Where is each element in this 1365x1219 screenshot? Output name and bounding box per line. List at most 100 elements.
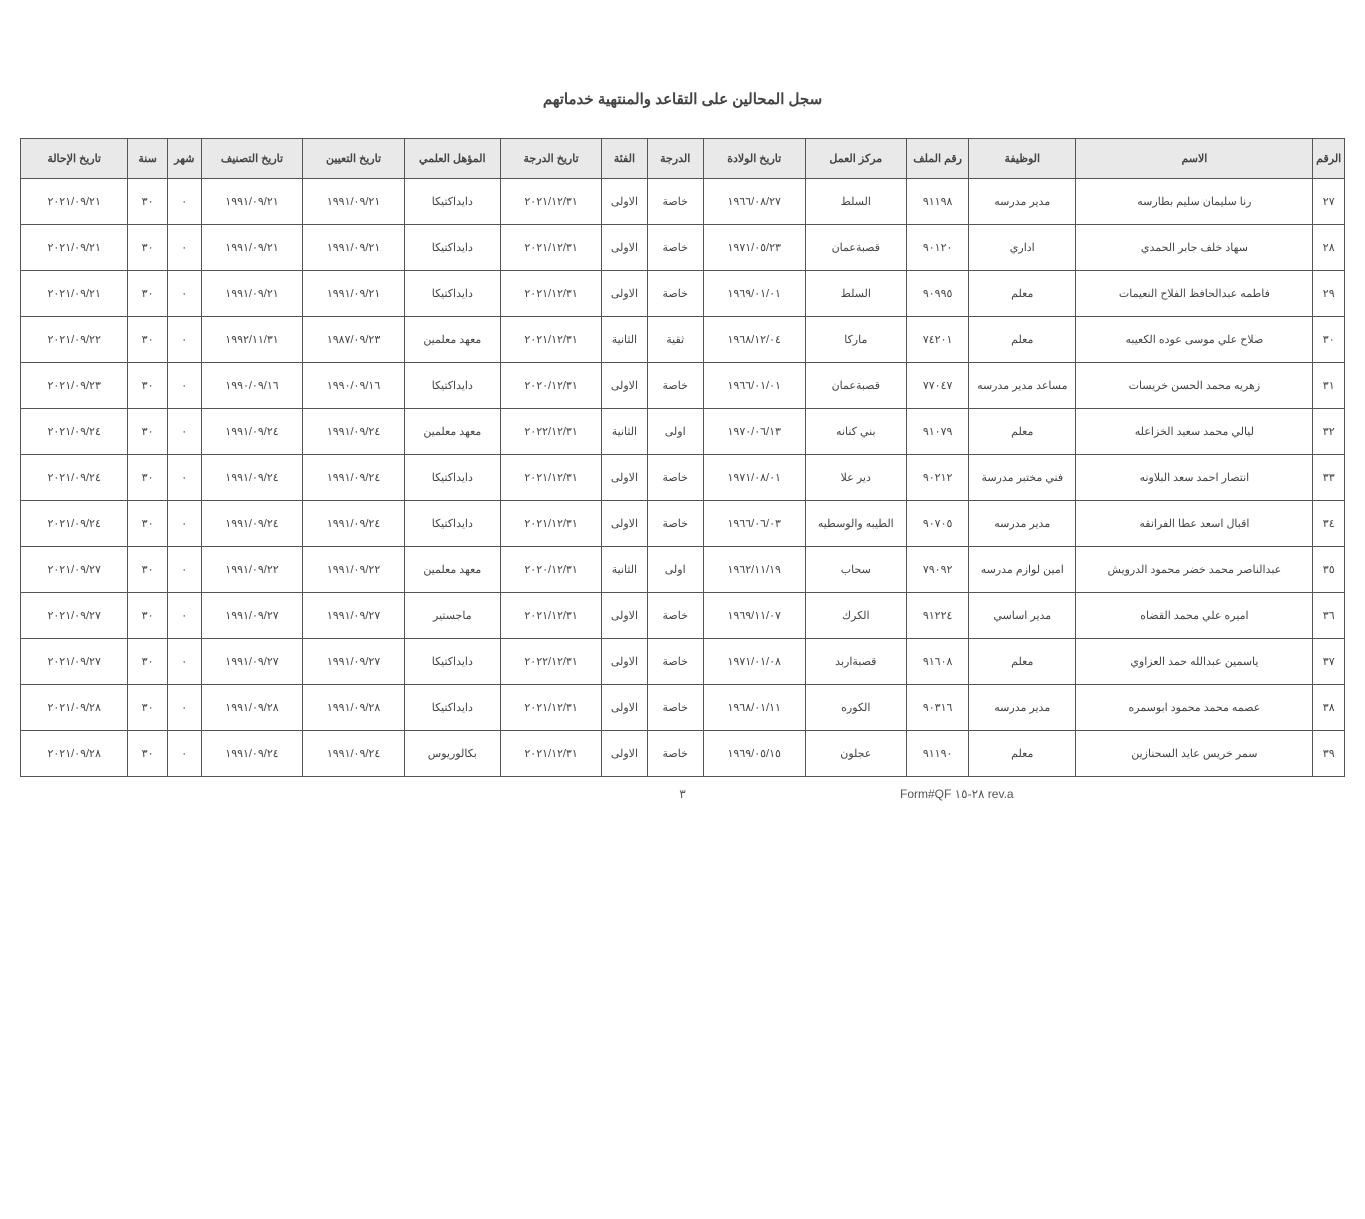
cell-center: الكرك bbox=[805, 593, 907, 639]
cell-ref: ٢٠٢١/٠٩/٢٤ bbox=[21, 409, 128, 455]
cell-ref: ٢٠٢١/٠٩/٢١ bbox=[21, 271, 128, 317]
cell-center: عجلون bbox=[805, 731, 907, 777]
table-row: ٣٣انتصار احمد سعد البلاونهفني مختبر مدرس… bbox=[21, 455, 1345, 501]
cell-class: ١٩٩١/٠٩/٢٤ bbox=[201, 409, 303, 455]
cell-raise: ٢٠٢١/١٢/٣١ bbox=[500, 225, 602, 271]
employees-table: الرقم الاسم الوظيفة رقم الملف مركز العمل… bbox=[20, 138, 1345, 777]
table-header-row: الرقم الاسم الوظيفة رقم الملف مركز العمل… bbox=[21, 139, 1345, 179]
cell-job: معلم bbox=[969, 271, 1076, 317]
cell-job: فني مختبر مدرسة bbox=[969, 455, 1076, 501]
cell-center: السلط bbox=[805, 271, 907, 317]
cell-appt: ١٩٨٧/٠٩/٢٣ bbox=[303, 317, 405, 363]
cell-job: معلم bbox=[969, 639, 1076, 685]
cell-n: ٣٣ bbox=[1313, 455, 1345, 501]
cell-raise: ٢٠٢١/١٢/٣١ bbox=[500, 685, 602, 731]
cell-class: ١٩٩١/٠٩/٢١ bbox=[201, 179, 303, 225]
cell-cat: الاولى bbox=[602, 593, 647, 639]
cell-name: فاطمه عبدالحافظ الفلاح النعيمات bbox=[1076, 271, 1313, 317]
cell-grade: خاصة bbox=[647, 685, 703, 731]
cell-center: السلط bbox=[805, 179, 907, 225]
cell-grade: خاصة bbox=[647, 363, 703, 409]
cell-raise: ٢٠٢١/١٢/٣١ bbox=[500, 317, 602, 363]
cell-center: ماركا bbox=[805, 317, 907, 363]
cell-file: ٩٠٩٩٥ bbox=[907, 271, 969, 317]
table-row: ٢٧رنا سليمان سليم بطارسهمدير مدرسه٩١١٩٨ا… bbox=[21, 179, 1345, 225]
cell-y: ٣٠ bbox=[128, 179, 168, 225]
cell-ref: ٢٠٢١/٠٩/٢٨ bbox=[21, 685, 128, 731]
cell-job: معلم bbox=[969, 317, 1076, 363]
cell-class: ١٩٩٠/٠٩/١٦ bbox=[201, 363, 303, 409]
table-row: ٣٤اقبال اسعد عطا الفرانقهمدير مدرسه٩٠٧٠٥… bbox=[21, 501, 1345, 547]
col-month: شهر bbox=[167, 139, 201, 179]
cell-job: مدير اساسي bbox=[969, 593, 1076, 639]
cell-m: ٠ bbox=[167, 179, 201, 225]
cell-appt: ١٩٩٠/٠٩/١٦ bbox=[303, 363, 405, 409]
cell-qual: دايداكتيكا bbox=[404, 179, 500, 225]
cell-job: معلم bbox=[969, 731, 1076, 777]
table-row: ٣٨عصمه محمد محمود ابوسمرهمدير مدرسه٩٠٣١٦… bbox=[21, 685, 1345, 731]
cell-file: ٩٠٧٠٥ bbox=[907, 501, 969, 547]
cell-m: ٠ bbox=[167, 731, 201, 777]
cell-ref: ٢٠٢١/٠٩/٢٢ bbox=[21, 317, 128, 363]
cell-m: ٠ bbox=[167, 685, 201, 731]
cell-file: ٩١١٩٨ bbox=[907, 179, 969, 225]
cell-qual: معهد معلمين bbox=[404, 317, 500, 363]
col-grade: الدرجة bbox=[647, 139, 703, 179]
cell-appt: ١٩٩١/٠٩/٢٤ bbox=[303, 409, 405, 455]
cell-qual: دايداكتيكا bbox=[404, 685, 500, 731]
cell-y: ٣٠ bbox=[128, 317, 168, 363]
table-row: ٣٥عبدالناصر محمد خضر محمود الدرويشامين ل… bbox=[21, 547, 1345, 593]
cell-center: بني كنانه bbox=[805, 409, 907, 455]
table-body: ٢٧رنا سليمان سليم بطارسهمدير مدرسه٩١١٩٨ا… bbox=[21, 179, 1345, 777]
col-job: الوظيفة bbox=[969, 139, 1076, 179]
cell-grade: اولى bbox=[647, 409, 703, 455]
cell-raise: ٢٠٢٢/١٢/٣١ bbox=[500, 639, 602, 685]
cell-birth: ١٩٧١/٠٥/٢٣ bbox=[703, 225, 805, 271]
table-row: ٣٩سمر خريس عايد السحنازينمعلم٩١١٩٠عجلون١… bbox=[21, 731, 1345, 777]
cell-birth: ١٩٧١/٠٨/٠١ bbox=[703, 455, 805, 501]
cell-m: ٠ bbox=[167, 455, 201, 501]
cell-n: ٣٢ bbox=[1313, 409, 1345, 455]
cell-name: سهاد خلف جابر الحمدي bbox=[1076, 225, 1313, 271]
cell-raise: ٢٠٢١/١٢/٣١ bbox=[500, 455, 602, 501]
col-name: الاسم bbox=[1076, 139, 1313, 179]
cell-class: ١٩٩١/٠٩/٢١ bbox=[201, 225, 303, 271]
cell-file: ٩١٢٢٤ bbox=[907, 593, 969, 639]
cell-m: ٠ bbox=[167, 547, 201, 593]
cell-birth: ١٩٦٦/٠٨/٢٧ bbox=[703, 179, 805, 225]
cell-qual: دايداكتيكا bbox=[404, 455, 500, 501]
table-row: ٣٢ليالي محمد سعيد الخزاعلهمعلم٩١٠٧٩بني ك… bbox=[21, 409, 1345, 455]
cell-class: ١٩٩١/٠٩/٢١ bbox=[201, 271, 303, 317]
cell-name: ليالي محمد سعيد الخزاعله bbox=[1076, 409, 1313, 455]
cell-n: ٣٩ bbox=[1313, 731, 1345, 777]
cell-class: ١٩٩١/٠٩/٢٧ bbox=[201, 639, 303, 685]
cell-file: ٧٤٢٠١ bbox=[907, 317, 969, 363]
col-year: سنة bbox=[128, 139, 168, 179]
col-raise: تاريخ الدرجة bbox=[500, 139, 602, 179]
cell-birth: ١٩٦٩/٠١/٠١ bbox=[703, 271, 805, 317]
cell-job: مدير مدرسه bbox=[969, 179, 1076, 225]
cell-job: امين لوازم مدرسه bbox=[969, 547, 1076, 593]
cell-y: ٣٠ bbox=[128, 547, 168, 593]
col-appoint: تاريخ التعيين bbox=[303, 139, 405, 179]
cell-cat: الثانية bbox=[602, 317, 647, 363]
cell-name: رنا سليمان سليم بطارسه bbox=[1076, 179, 1313, 225]
cell-job: مدير مدرسه bbox=[969, 685, 1076, 731]
col-center: مركز العمل bbox=[805, 139, 907, 179]
cell-raise: ٢٠٢٢/١٢/٣١ bbox=[500, 409, 602, 455]
cell-center: قصبةعمان bbox=[805, 225, 907, 271]
cell-m: ٠ bbox=[167, 409, 201, 455]
cell-appt: ١٩٩١/٠٩/٢١ bbox=[303, 271, 405, 317]
cell-birth: ١٩٦٨/٠١/١١ bbox=[703, 685, 805, 731]
cell-name: سمر خريس عايد السحنازين bbox=[1076, 731, 1313, 777]
col-classdate: تاريخ التصنيف bbox=[201, 139, 303, 179]
col-number: الرقم bbox=[1313, 139, 1345, 179]
cell-birth: ١٩٦٩/١١/٠٧ bbox=[703, 593, 805, 639]
cell-n: ٢٧ bbox=[1313, 179, 1345, 225]
cell-cat: الثانية bbox=[602, 547, 647, 593]
table-row: ٣١زهريه محمد الحسن خريساتمساعد مدير مدرس… bbox=[21, 363, 1345, 409]
cell-raise: ٢٠٢١/١٢/٣١ bbox=[500, 271, 602, 317]
cell-ref: ٢٠٢١/٠٩/٢٨ bbox=[21, 731, 128, 777]
cell-cat: الاولى bbox=[602, 455, 647, 501]
cell-grade: خاصة bbox=[647, 455, 703, 501]
